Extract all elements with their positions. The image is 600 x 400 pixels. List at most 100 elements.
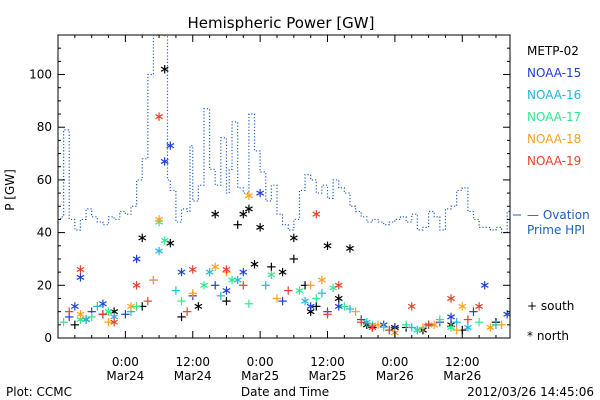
star-stroke: [407, 303, 416, 310]
data-point-south: [452, 317, 461, 327]
star-stroke: [323, 243, 332, 249]
data-point-south: [70, 320, 80, 330]
data-point-north: [250, 260, 259, 269]
star-stroke: [188, 266, 197, 273]
y-tick-label: 0: [44, 331, 52, 345]
star-stroke: [447, 295, 455, 302]
axes-layer: 0204060801000:00Mar2412:00Mar240:00Mar25…: [29, 34, 511, 383]
star-stroke: [110, 319, 119, 325]
legend-item-metp-02: METP-02: [527, 44, 579, 58]
data-point-south: [132, 302, 141, 311]
star-stroke: [334, 303, 343, 310]
legend-item-noaa-16: NOAA-16: [527, 88, 581, 102]
star-stroke: [76, 311, 85, 317]
data-point-south: [188, 289, 197, 298]
data-point-south: [284, 286, 293, 295]
data-point-north: [334, 294, 343, 303]
data-point-south: [340, 302, 349, 311]
data-point-south: [177, 312, 186, 322]
legend-layer: METP-02 NOAA-15 NOAA-16 NOAA-17 NOAA-18 NOAA-…: [513, 44, 590, 343]
data-point-north: [447, 323, 455, 332]
star-stroke: [166, 143, 175, 149]
data-point-south: [289, 254, 299, 264]
star-stroke: [200, 282, 208, 288]
star-stroke: [222, 287, 231, 294]
data-point-north: [346, 244, 354, 253]
star-stroke: [267, 272, 276, 278]
legend-item-noaa-17: NOAA-17: [527, 110, 581, 124]
legend-marker-north: * north: [527, 329, 569, 343]
y-tick-label: 100: [29, 68, 52, 82]
star-stroke: [413, 327, 422, 333]
data-point-south: [435, 315, 445, 324]
data-point-north: [160, 236, 169, 245]
data-point-north: [306, 302, 315, 311]
data-point-south: [278, 296, 287, 306]
data-point-north: [160, 65, 169, 74]
star-stroke: [160, 66, 169, 72]
data-point-north: [76, 265, 85, 274]
star-stroke: [306, 309, 315, 315]
data-point-north: [334, 281, 343, 290]
data-point-north: [205, 267, 214, 277]
x-tick-date: Mar26: [376, 369, 414, 383]
star-stroke: [239, 211, 248, 217]
star-stroke: [430, 322, 439, 328]
data-point-north: [458, 302, 467, 311]
data-point-north: [256, 188, 265, 198]
star-stroke: [244, 206, 253, 212]
data-point-north: [177, 267, 186, 277]
star-stroke: [368, 324, 377, 331]
x-tick-time: 12:00: [310, 355, 345, 369]
data-point-north: [256, 223, 265, 232]
star-stroke: [222, 266, 231, 273]
y-tick-label: 80: [37, 120, 52, 134]
data-point-north: [138, 233, 147, 243]
star-stroke: [160, 237, 169, 244]
data-point-north: [70, 302, 79, 311]
x-tick-time: 12:00: [445, 355, 480, 369]
star-stroke: [480, 282, 489, 288]
data-point-north: [334, 302, 343, 311]
star-stroke: [110, 314, 119, 320]
star-stroke: [70, 303, 79, 310]
data-point-south: [452, 325, 461, 335]
legend-item-noaa-19: NOAA-19: [527, 154, 581, 168]
data-point-south: [182, 307, 192, 316]
data-point-north: [155, 215, 164, 224]
data-point-north: [295, 286, 304, 295]
data-point-north: [160, 157, 169, 166]
star-stroke: [295, 287, 304, 294]
data-point-south: [469, 307, 478, 316]
data-point-north: [278, 267, 287, 277]
data-point-south: [93, 302, 102, 311]
star-stroke: [334, 282, 343, 288]
data-point-north: [110, 317, 119, 327]
data-point-south: [351, 307, 360, 316]
y-tick-label: 60: [37, 173, 52, 187]
x-axis-label: Date and Time: [241, 385, 329, 399]
data-point-north: [407, 302, 416, 311]
data-point-south: [312, 302, 321, 311]
data-point-north: [475, 302, 484, 311]
data-point-north: [239, 267, 248, 277]
ovation-layer: [58, 35, 510, 234]
data-point-south: [65, 307, 74, 316]
data-point-south: [222, 296, 231, 306]
star-stroke: [98, 301, 107, 307]
data-point-south: [149, 275, 158, 285]
data-point-north: [312, 209, 321, 219]
data-point-north: [329, 283, 338, 293]
data-point-south: [59, 317, 68, 327]
footer-left: Plot: CCMC: [6, 385, 72, 399]
data-point-south: [357, 317, 366, 327]
star-stroke: [76, 274, 85, 281]
data-point-south: [373, 320, 383, 330]
data-point-north: [188, 265, 197, 274]
data-point-south: [171, 286, 181, 295]
ovation-line: [58, 35, 510, 234]
legend-marker-south: + south: [527, 299, 574, 313]
data-point-north: [447, 294, 455, 303]
data-point-south: [312, 294, 321, 303]
star-stroke: [211, 264, 220, 270]
